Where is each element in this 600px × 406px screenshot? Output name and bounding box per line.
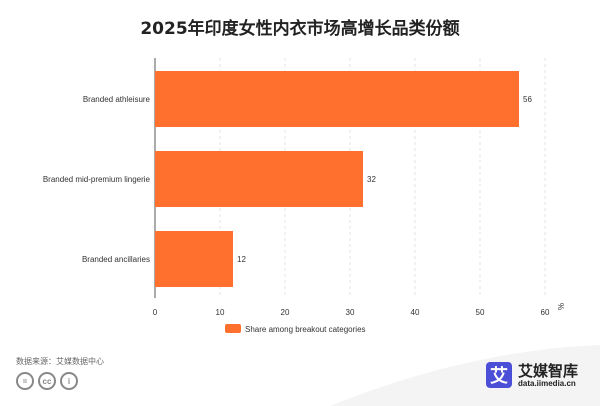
brand-logo: 艾 艾媒智库 data.iimedia.cn [486,362,578,388]
legend-swatch [225,324,241,333]
logo-name: 艾媒智库 [518,361,579,380]
source-note: 数据来源：艾媒数据中心 [16,357,104,366]
x-tick-label: 30 [346,308,355,317]
y-tick-label: Branded ancillaries [82,255,150,264]
license-icons: = cc i [16,372,78,390]
data-label: 56 [523,95,532,104]
bar [155,71,519,127]
logo-icon: 艾 [486,362,512,388]
x-tick-label: 40 [411,308,420,317]
bar [155,231,233,287]
x-tick-label: 50 [476,308,485,317]
attribution-icon: i [60,372,78,390]
logo-url: data.iimedia.cn [518,378,576,388]
cc-icon: cc [38,372,56,390]
legend-label: Share among breakout categories [245,325,366,334]
y-tick-label: Branded athleisure [83,95,151,104]
bar [155,151,363,207]
decorative-wave [330,345,600,406]
x-tick-label: 0 [153,308,158,317]
x-axis-unit: % [556,303,565,310]
chart-title: 2025年印度女性内衣市场高增长品类份额 [140,19,460,39]
data-label: 32 [367,175,376,184]
y-tick-label: Branded mid-premium lingerie [43,175,151,184]
data-label: 12 [237,255,246,264]
x-tick-label: 10 [216,308,225,317]
equals-icon: = [16,372,34,390]
x-tick-label: 20 [281,308,290,317]
x-tick-label: 60 [541,308,550,317]
